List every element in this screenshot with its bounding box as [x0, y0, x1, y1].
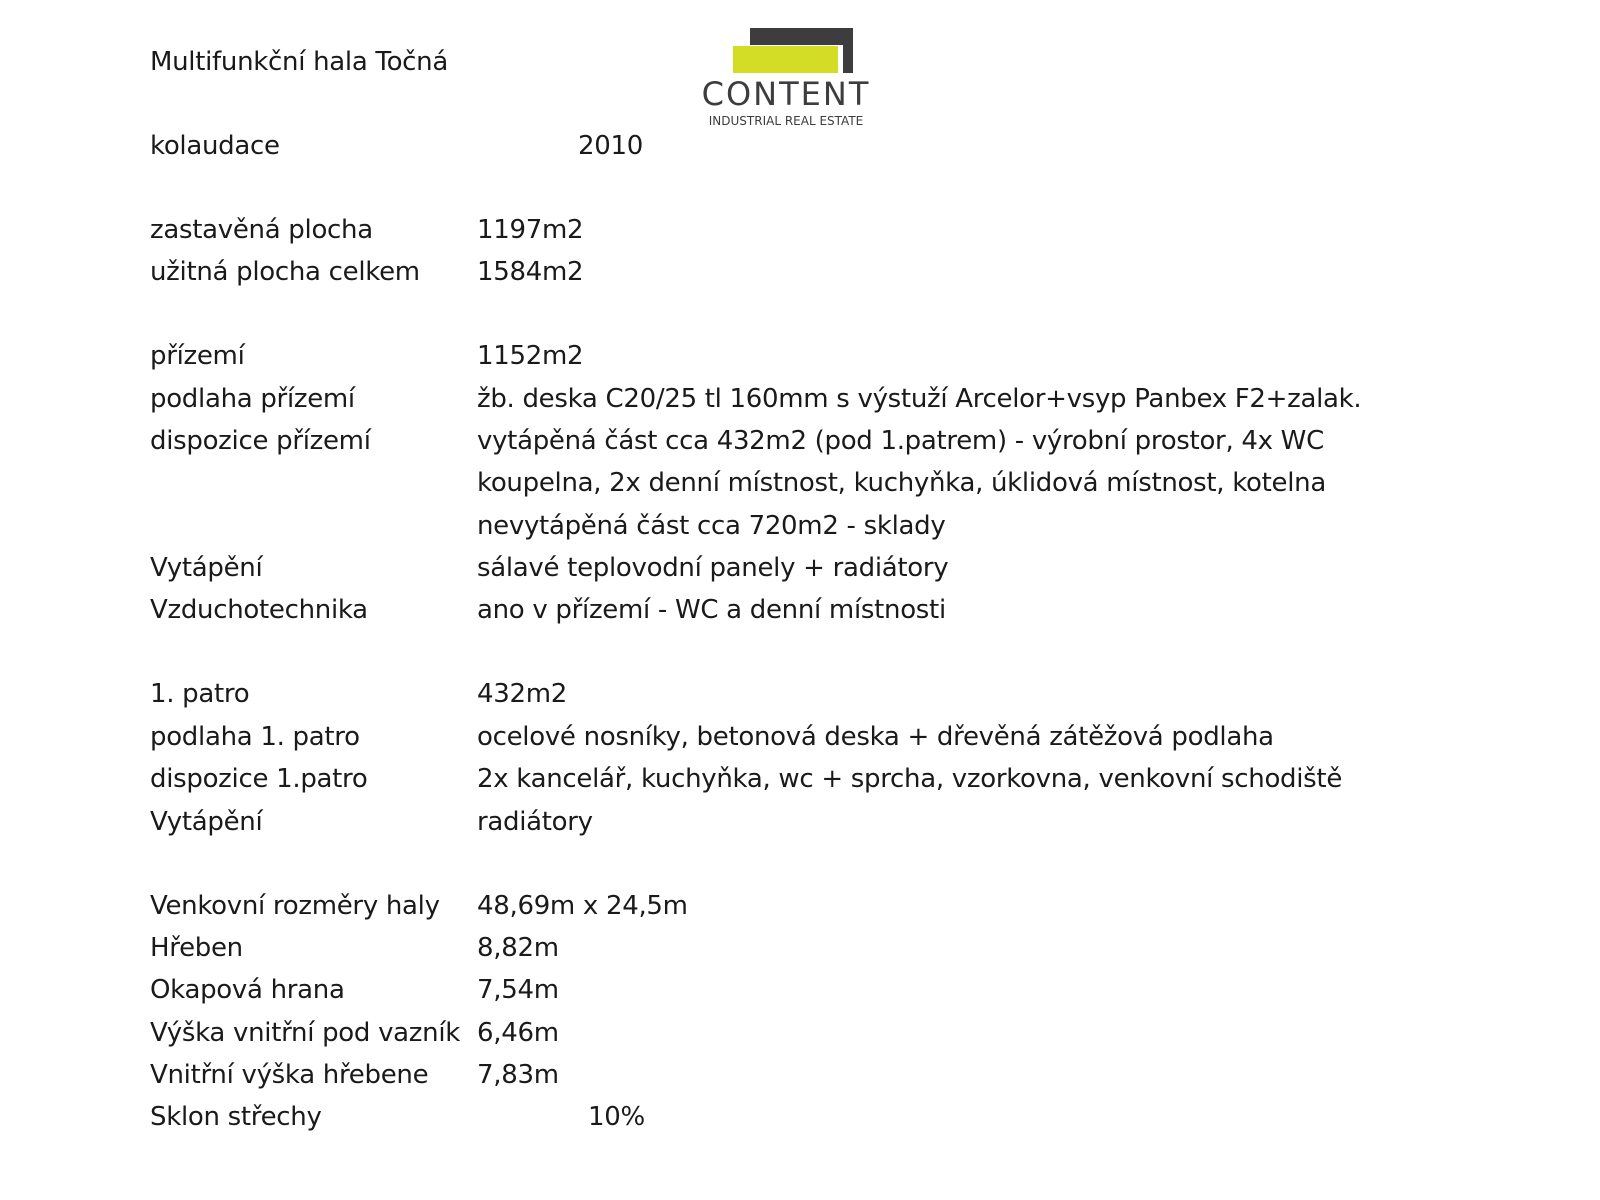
- spec-value: 10%: [588, 1102, 645, 1132]
- logo-mark-green: [733, 46, 838, 73]
- spec-label: dispozice přízemí: [150, 426, 371, 456]
- spec-value: žb. deska C20/25 tl 160mm s výstuží Arce…: [477, 384, 1362, 414]
- spec-label: kolaudace: [150, 131, 280, 161]
- spec-value: sálavé teplovodní panely + radiátory: [477, 553, 949, 583]
- spec-label: zastavěná plocha: [150, 215, 373, 245]
- spec-value: 1152m2: [477, 341, 584, 371]
- spec-value: vytápěná část cca 432m2 (pod 1.patrem) -…: [477, 426, 1324, 456]
- spec-value: 2010: [578, 131, 643, 161]
- spec-label: Sklon střechy: [150, 1102, 322, 1132]
- spec-label: podlaha 1. patro: [150, 722, 360, 752]
- spec-value: 48,69m x 24,5m: [477, 891, 688, 921]
- spec-value: 7,83m: [477, 1060, 559, 1090]
- logo-mark-dark: [750, 28, 853, 45]
- spec-value: ano v přízemí - WC a denní místnosti: [477, 595, 946, 625]
- spec-value: radiátory: [477, 807, 593, 837]
- spec-label: Vytápění: [150, 807, 263, 837]
- spec-value: nevytápěná část cca 720m2 - sklady: [477, 511, 946, 541]
- spec-label: Vytápění: [150, 553, 263, 583]
- spec-label: Vzduchotechnika: [150, 595, 368, 625]
- spec-label: podlaha přízemí: [150, 384, 355, 414]
- spec-label: Hřeben: [150, 933, 243, 963]
- spec-label: 1. patro: [150, 679, 250, 709]
- spec-value: 1584m2: [477, 257, 584, 287]
- spec-value: 432m2: [477, 679, 567, 709]
- spec-label: Vnitřní výška hřebene: [150, 1060, 429, 1090]
- spec-label: dispozice 1.patro: [150, 764, 368, 794]
- spec-value: 8,82m: [477, 933, 559, 963]
- document-title: Multifunkční hala Točná: [150, 47, 448, 77]
- spec-label: Výška vnitřní pod vazník: [150, 1018, 461, 1048]
- content-logo: CONTENT INDUSTRIAL REAL ESTATE: [686, 26, 886, 131]
- spec-value: koupelna, 2x denní místnost, kuchyňka, ú…: [477, 468, 1326, 498]
- logo-tagline: INDUSTRIAL REAL ESTATE: [708, 114, 864, 128]
- spec-label: Okapová hrana: [150, 975, 345, 1005]
- spec-value: 7,54m: [477, 975, 559, 1005]
- logo-mark-dark-side: [843, 28, 853, 73]
- spec-value: 2x kancelář, kuchyňka, wc + sprcha, vzor…: [477, 764, 1343, 794]
- spec-label: užitná plocha celkem: [150, 257, 420, 287]
- spec-value: ocelové nosníky, betonová deska + dřevěn…: [477, 722, 1274, 752]
- logo-wordmark: CONTENT: [701, 75, 871, 113]
- spec-label: přízemí: [150, 341, 245, 371]
- spec-label: Venkovní rozměry haly: [150, 891, 440, 921]
- spec-value: 1197m2: [477, 215, 584, 245]
- spec-value: 6,46m: [477, 1018, 559, 1048]
